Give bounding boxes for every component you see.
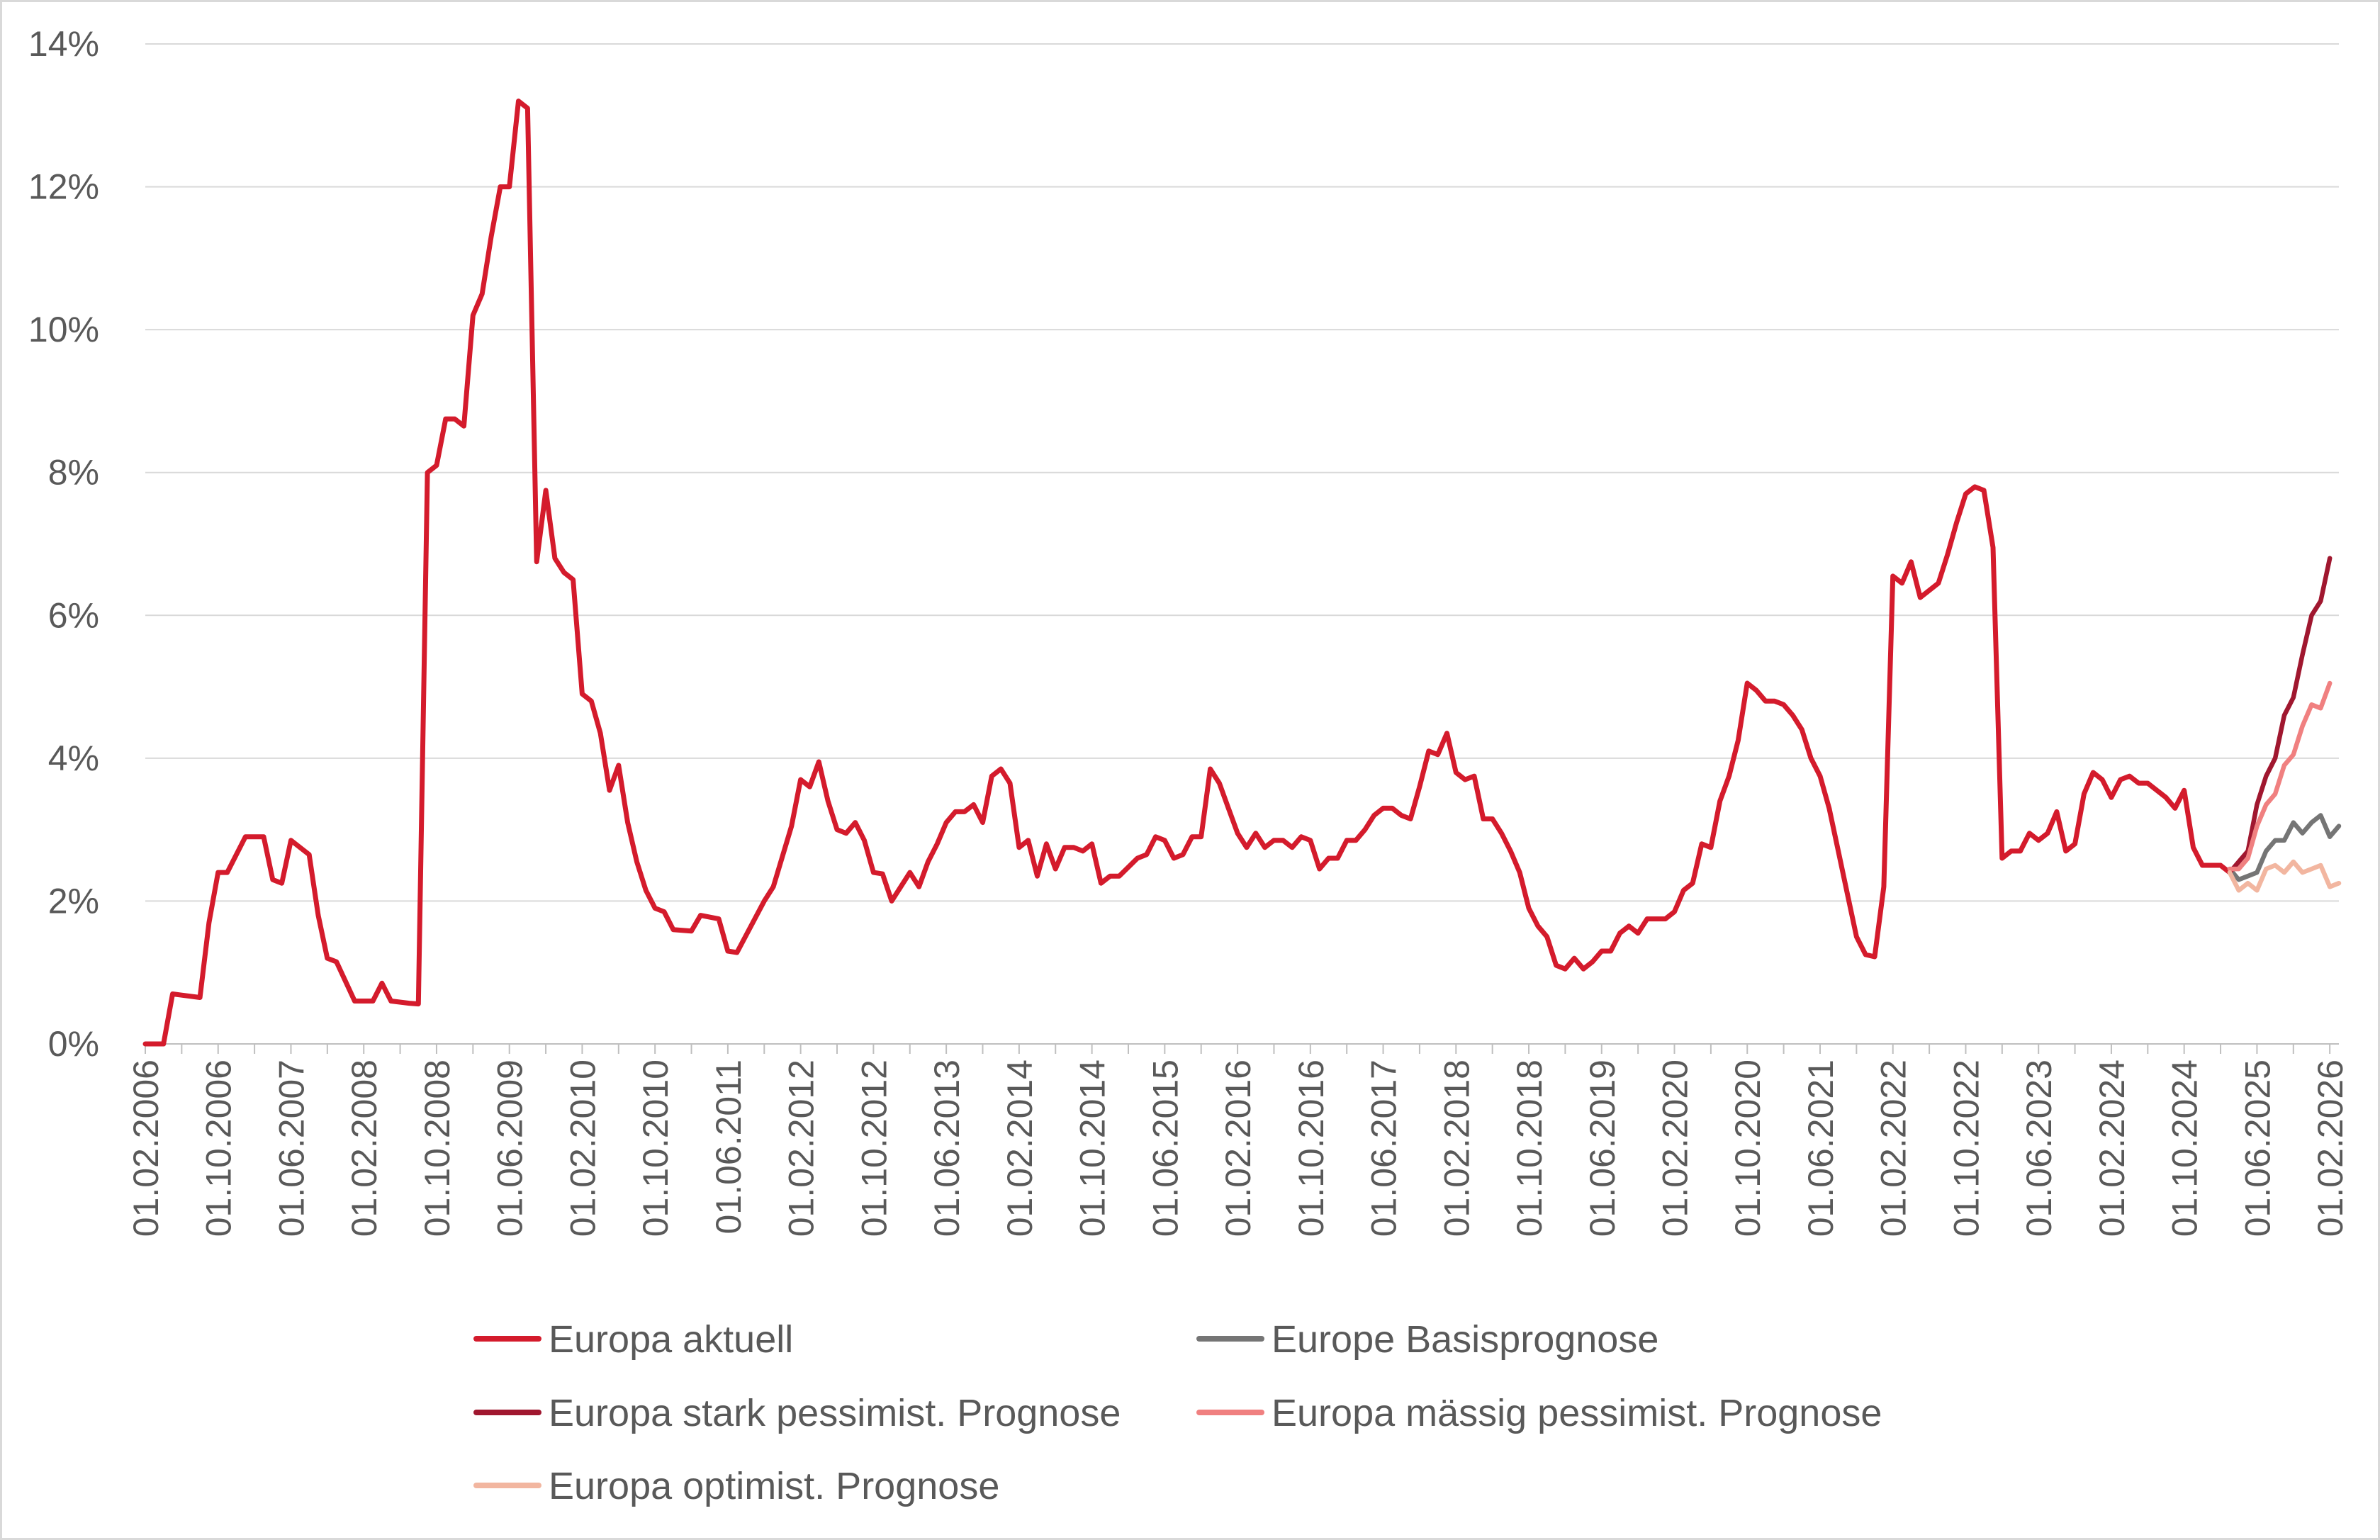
x-tick-label: 01.10.2008 [417, 1060, 457, 1237]
x-tick-label: 01.06.2021 [1801, 1060, 1841, 1237]
legend-label-3: Europa mässig pessimist. Prognose [1272, 1392, 1882, 1434]
y-tick-label: 10% [28, 310, 99, 349]
x-tick-label: 01.02.2026 [2311, 1060, 2350, 1237]
x-tick-label: 01.06.2025 [2238, 1060, 2277, 1237]
y-tick-label: 14% [28, 24, 99, 64]
x-tick-label: 01.10.2014 [1073, 1060, 1113, 1237]
x-tick-label: 01.02.2014 [1000, 1060, 1040, 1237]
series-line-0 [142, 99, 2233, 1047]
x-tick-label: 01.10.2022 [1946, 1060, 1986, 1237]
x-tick-label: 01.02.2020 [1656, 1060, 1695, 1237]
x-tick-label: 01.02.2006 [126, 1060, 166, 1237]
x-tick-label: 01.06.2015 [1145, 1060, 1185, 1237]
series-line-4 [2227, 859, 2342, 893]
y-tick-label: 12% [28, 167, 99, 207]
series-line-1 [2227, 813, 2342, 882]
x-tick-label: 01.02.2018 [1437, 1060, 1476, 1237]
legend-label-0: Europa aktuell [549, 1318, 793, 1361]
series-line-3 [2227, 680, 2333, 872]
x-tick-label: 01.02.2022 [1874, 1060, 1914, 1237]
x-tick-label: 01.02.2008 [344, 1060, 384, 1237]
x-tick-label: 01.02.2012 [782, 1060, 821, 1237]
legend-label-4: Europa optimist. Prognose [549, 1465, 999, 1507]
x-tick-label: 01.10.2016 [1291, 1060, 1331, 1237]
x-tick-label: 01.02.2024 [2092, 1060, 2132, 1237]
x-tick-label: 01.06.2013 [927, 1060, 967, 1237]
y-tick-label: 0% [48, 1024, 99, 1064]
legend-label-2: Europa stark pessimist. Prognose [549, 1392, 1121, 1434]
x-tick-label: 01.02.2010 [563, 1060, 602, 1237]
series-lines [142, 99, 2342, 1047]
x-tick-label: 01.06.2019 [1583, 1060, 1622, 1237]
x-tick-label: 01.06.2017 [1364, 1060, 1404, 1237]
legend: Europa aktuell Europe Basisprognose Europa… [473, 1318, 1882, 1507]
x-tick-label: 01.06.2011 [709, 1060, 748, 1235]
x-tick-label: 01.10.2024 [2165, 1060, 2205, 1237]
x-tick-label: 01.10.2018 [1510, 1060, 1549, 1237]
x-tick-label: 01.10.2012 [854, 1060, 894, 1237]
y-tick-label: 4% [48, 738, 99, 778]
x-tick-label: 01.10.2010 [636, 1060, 675, 1237]
x-axis: 01.02.2006 01.10.2006 01.06.2007 01.02.2008… [126, 1043, 2350, 1237]
legend-label-1: Europe Basisprognose [1272, 1318, 1658, 1361]
y-tick-label: 8% [48, 453, 99, 493]
y-axis-ticks: 0% 2% 4% 6% 8% 10% 12% 14% [28, 24, 99, 1064]
x-tick-label: 01.10.2006 [199, 1060, 239, 1237]
x-tick-label: 01.06.2009 [490, 1060, 530, 1237]
series-line-2 [2227, 556, 2333, 875]
x-tick-label: 01.06.2007 [271, 1060, 311, 1237]
y-tick-label: 2% [48, 881, 99, 921]
y-tick-label: 6% [48, 595, 99, 635]
x-tick-label: 01.06.2023 [2019, 1060, 2059, 1237]
x-tick-label: 01.02.2016 [1218, 1060, 1258, 1237]
x-tick-label: 01.10.2020 [1728, 1060, 1768, 1237]
